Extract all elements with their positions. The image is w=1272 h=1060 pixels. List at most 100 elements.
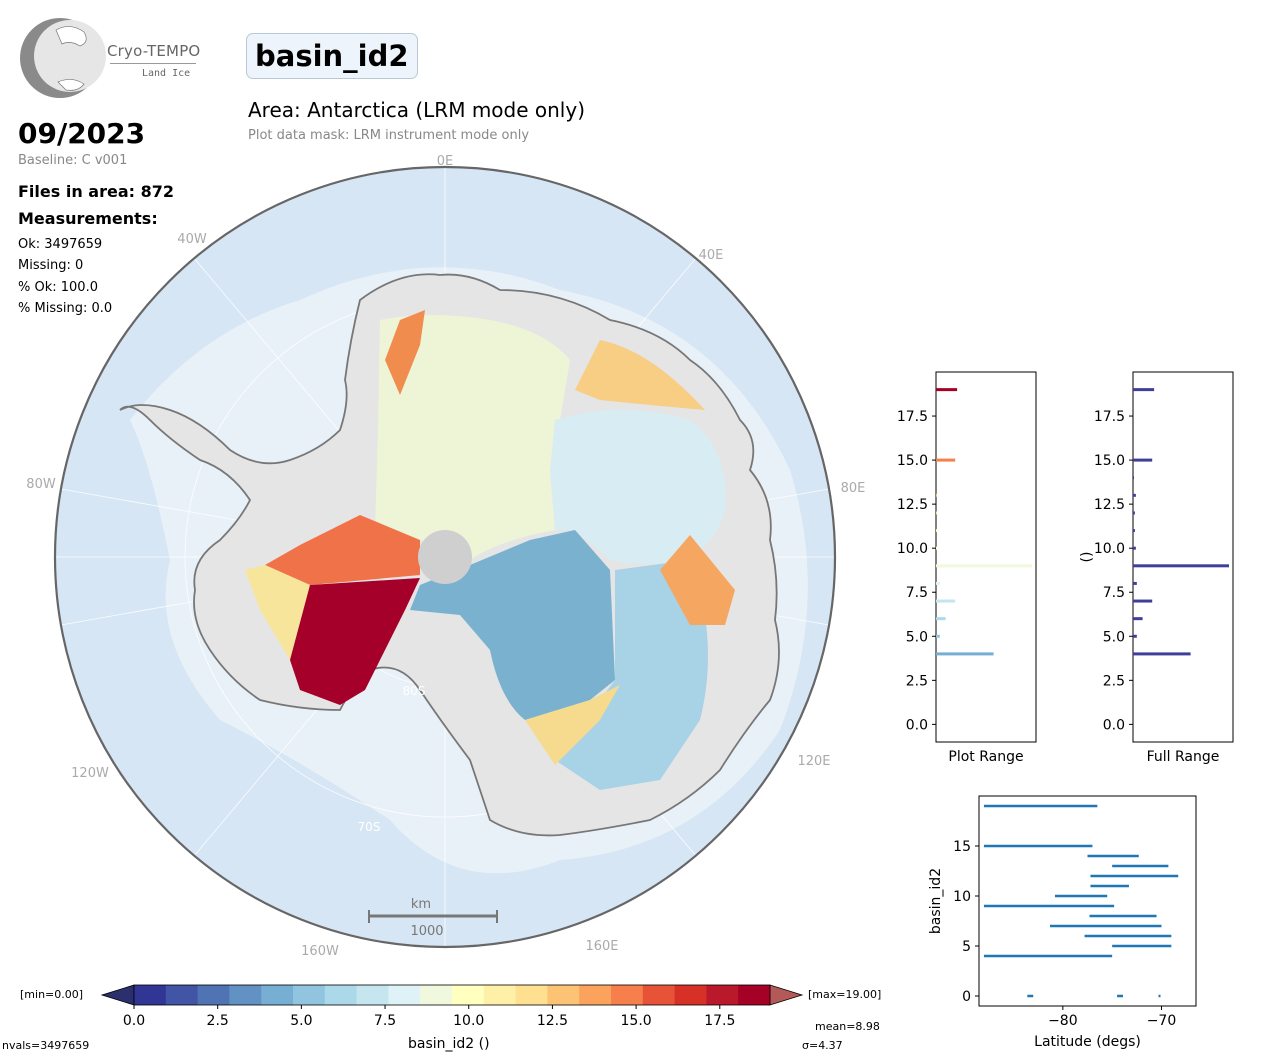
hist-bar — [936, 652, 994, 656]
latitude-plot: −80 −70 0 5 10 15 Latitude (degs) basin_id2 — [928, 795, 1197, 1050]
hist-bar — [936, 546, 937, 550]
hist-ytick-label: 0.0 — [1103, 717, 1125, 733]
hist-bar — [1133, 476, 1134, 480]
colorbar-max-label: [max=19.00] — [808, 988, 882, 1001]
hist-bar — [1133, 546, 1136, 550]
hist-ytick-label: 5.0 — [906, 629, 928, 645]
hist-bar — [1133, 617, 1143, 621]
hist-plot-range: 0.0 2.5 5.0 7.5 10.0 12.5 15.0 17.5 Plot Range — [897, 371, 1037, 765]
colorbar-min-arrow — [100, 984, 135, 1006]
colorbar-min-label: [min=0.00] — [20, 988, 84, 1001]
colorbar-tick-label: 17.5 — [704, 1013, 735, 1029]
area-title: Area: Antarctica (LRM mode only) — [248, 98, 586, 122]
hist-bar — [936, 458, 956, 462]
hist-ytick-label: 17.5 — [897, 409, 928, 425]
colorbar-segment — [229, 985, 262, 1005]
pct-missing: % Missing: 0.0 — [18, 301, 113, 316]
lat-label-70s: 70S — [358, 820, 381, 834]
basin-salmon — [265, 515, 420, 585]
colorbar-segment — [674, 985, 707, 1005]
colorbar-segment — [134, 985, 167, 1005]
nvals-label: nvals=3497659 — [2, 1039, 90, 1052]
hist-bar — [1133, 599, 1153, 603]
hist-bar — [936, 581, 940, 585]
hist-ytick-label: 0.0 — [906, 717, 928, 733]
hist-bar — [1133, 529, 1135, 533]
colorbar-segment — [547, 985, 580, 1005]
hist-ytick-label: 7.5 — [1103, 585, 1125, 601]
logo-subtitle: Land Ice — [142, 68, 191, 79]
colorbar-segment — [165, 985, 199, 1005]
hist-axes-frame — [1132, 371, 1234, 743]
hist-bar — [1133, 564, 1229, 568]
lat-ylabel: basin_id2 — [928, 868, 944, 934]
lon-label-160e: 160E — [585, 939, 618, 954]
colorbar-tick-label: 12.5 — [537, 1013, 568, 1029]
lat-xlabel: Latitude (degs) — [1034, 1034, 1141, 1050]
hist-ytick-label: 5.0 — [1103, 629, 1125, 645]
colorbar-segment — [452, 985, 485, 1005]
scale-bar-unit: km — [411, 897, 431, 912]
colorbar-max-arrow — [769, 984, 804, 1006]
basin-gold-south — [525, 685, 620, 765]
colorbar: 0.0 2.5 5.0 7.5 10.0 12.5 15.0 17.5 — [100, 984, 804, 1029]
lat-xtick-label: −80 — [1048, 1013, 1078, 1029]
hist-ytick-label: 2.5 — [1103, 673, 1125, 689]
lat-ytick-label: 15 — [953, 839, 971, 855]
baseline-label: Baseline: C v001 — [18, 153, 128, 168]
hist-bar — [1133, 634, 1137, 638]
hist-bar — [936, 529, 937, 533]
lon-label-80e: 80E — [841, 481, 866, 496]
lat-ytick-label: 10 — [953, 889, 971, 905]
colorbar-segment — [324, 985, 358, 1005]
colorbar-tick-label: 10.0 — [453, 1013, 484, 1029]
colorbar-label: basin_id2 () — [408, 1036, 490, 1052]
colorbar-tick-label: 15.0 — [621, 1013, 652, 1029]
hist-bar — [1133, 652, 1191, 656]
colorbar-segment — [611, 985, 644, 1005]
hist-bar — [1133, 581, 1137, 585]
colorbar-tick-label: 5.0 — [290, 1013, 312, 1029]
lon-label-80w: 80W — [26, 477, 56, 492]
hist-ytick-label: 7.5 — [906, 585, 928, 601]
hist-bar — [1133, 458, 1153, 462]
hist-bar — [936, 599, 956, 603]
mean-label: mean=8.98 — [815, 1020, 880, 1033]
colorbar-segment — [261, 985, 294, 1005]
colorbar-tick-label: 0.0 — [123, 1013, 145, 1029]
lat-label-80s: 80S — [403, 684, 426, 698]
hist-ytick-label: 15.0 — [897, 453, 928, 469]
hist-full-range: 0.0 2.5 5.0 7.5 10.0 12.5 15.0 17.5 Full Range () — [1079, 371, 1234, 765]
scale-bar-value: 1000 — [410, 924, 443, 939]
lat-ytick-label: 0 — [962, 989, 971, 1005]
date-label: 09/2023 — [18, 117, 146, 150]
lon-label-120w: 120W — [71, 766, 109, 781]
pole-hole — [418, 530, 472, 584]
basin-orange-nw — [385, 310, 425, 395]
lon-label-0e: 0E — [437, 154, 454, 169]
lat-xtick-label: −70 — [1147, 1013, 1177, 1029]
logo-title: Cryo-TEMPO — [107, 42, 201, 60]
colorbar-segment — [579, 985, 612, 1005]
lon-label-160w: 160W — [301, 944, 339, 959]
colorbar-segment — [293, 985, 326, 1005]
files-count: Files in area: 872 — [18, 182, 174, 201]
colorbar-segment — [642, 985, 676, 1005]
colorbar-segment — [515, 985, 548, 1005]
parameter-title: basin_id2 — [246, 33, 418, 79]
hist-ytick-label: 10.0 — [897, 541, 928, 557]
hist-ytick-label: 12.5 — [897, 497, 928, 513]
hist-ytick-label: 2.5 — [906, 673, 928, 689]
logo-divider — [110, 63, 196, 64]
basin-pale-blue — [550, 410, 726, 564]
hist-axes-frame — [935, 371, 1037, 743]
colorbar-segment — [388, 985, 421, 1005]
hist-xlabel: Plot Range — [948, 749, 1023, 765]
colorbar-tick-label: 2.5 — [207, 1013, 229, 1029]
scale-bar — [368, 910, 498, 923]
hist-bar — [936, 493, 937, 497]
antarctica-map: 0E 40E 80E 120E 160E 160W 120W 80W 40W 7… — [26, 154, 866, 959]
basin-yellowgreen — [375, 315, 570, 560]
lat-ytick-label: 5 — [962, 939, 971, 955]
colorbar-tick-label: 7.5 — [374, 1013, 396, 1029]
